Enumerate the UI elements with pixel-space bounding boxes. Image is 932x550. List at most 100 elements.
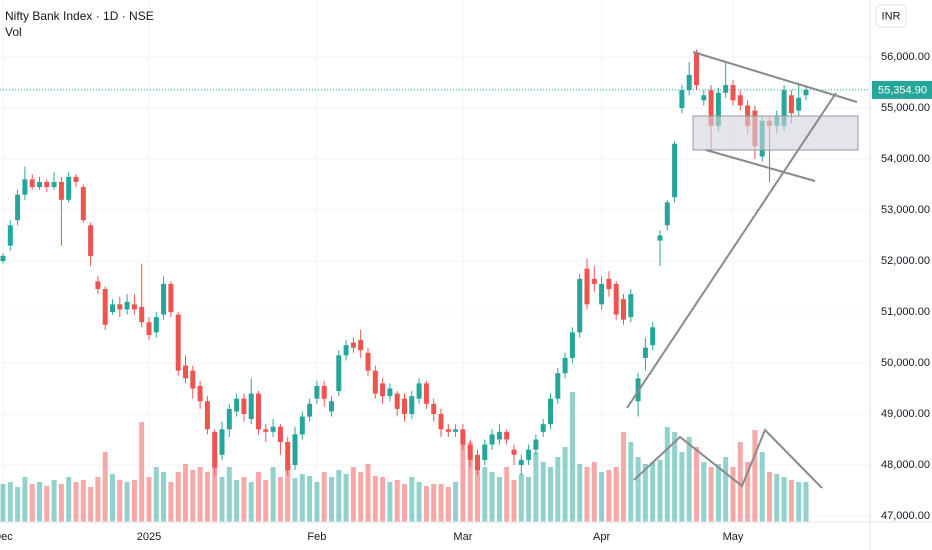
candle-body [380,383,386,397]
volume-bar [526,477,532,522]
candle-body [307,403,313,417]
candle-body [175,314,181,371]
candle-body [44,181,50,188]
candle-body [402,398,407,414]
volume-bar [533,452,539,522]
candle-body [540,424,546,432]
volume-bar [380,477,386,522]
candle-body [475,454,480,471]
candle-body [730,85,736,101]
candle-body [489,434,495,445]
candle-body [453,429,459,432]
volume-bar [263,480,269,522]
candle-body [66,176,72,200]
volume-bar [467,442,473,522]
candle-body [584,268,590,305]
y-tick-label: 56,000.00 [881,51,930,63]
candle-body [263,429,269,432]
y-tick-label: 53,000.00 [881,204,930,216]
candle-body [336,355,342,392]
volume-bar [759,452,765,522]
candle-body [467,444,473,460]
x-tick-label: Dec [0,531,13,543]
volume-bar [0,484,6,522]
last-price-box [872,80,932,99]
x-tick-label: 2025 [137,531,161,543]
volume-bar [358,472,364,522]
candle-body [146,322,152,335]
candle-body [29,179,35,188]
volume-bar [796,482,802,522]
candle-body [438,413,444,430]
volume-bar [197,467,203,522]
candle-body [197,385,203,402]
y-tick-label: 54,000.00 [881,153,930,165]
candle-body [664,202,670,226]
candle-body [723,85,729,93]
volume-bar [66,477,72,522]
y-tick-label: 51,000.00 [881,306,930,318]
trend-line [692,51,858,103]
candle-body [569,332,575,358]
volume-bar [642,464,648,522]
candle-body [234,398,240,412]
volume-bar [409,477,415,522]
volume-bar [416,482,422,522]
volume-trend-line [633,428,823,489]
candle-body [102,289,108,325]
volume-label: Vol [5,25,22,39]
volume-bar [569,392,575,522]
candle-body [591,278,597,284]
volume-bar [117,480,123,522]
candle-body [788,95,794,114]
volume-bar [277,477,283,522]
volume-bar [15,487,21,522]
volume-bar [475,462,480,522]
candle-body [445,429,451,432]
volume-bar [22,477,28,522]
candle-body [548,398,553,425]
candle-body [599,283,605,305]
volume-bar [73,482,79,522]
volume-bar [394,480,400,522]
candle-body [37,181,42,188]
volume-bar [453,482,459,522]
volume-bar [350,467,356,522]
candle-body [562,357,568,374]
volume-pane [0,392,809,522]
candle-body [110,304,115,312]
volume-bar [161,472,167,522]
candle-body [226,408,232,430]
candle-body [606,278,612,290]
volume-bar [752,430,758,522]
volume-bar [146,477,152,522]
currency-label[interactable]: INR [882,10,901,22]
volume-bar [212,462,218,522]
candle-body [241,398,247,414]
volume-bar [715,464,721,522]
volume-bar [774,474,780,522]
currency-button[interactable] [875,4,907,28]
volume-bar [58,484,64,522]
candle-body [518,459,524,465]
volume-bar [555,457,561,522]
volume-bar [365,464,371,522]
volume-bar [248,482,254,522]
volume-bar [102,452,108,522]
volume-bar [168,482,174,522]
candle-body [613,283,619,315]
candle-body [256,393,261,430]
candle-body [321,385,327,399]
candle-body [212,431,218,468]
volume-bar [562,447,568,522]
candle-body [117,304,123,310]
volume-bar [621,432,626,522]
candle-body [314,385,320,399]
last-price-label: 55,354.90 [878,84,927,96]
drawings [626,51,859,489]
volume-bar [285,464,291,522]
price-pane [0,49,870,476]
volume-bar [372,476,378,522]
candle-body [555,373,561,399]
